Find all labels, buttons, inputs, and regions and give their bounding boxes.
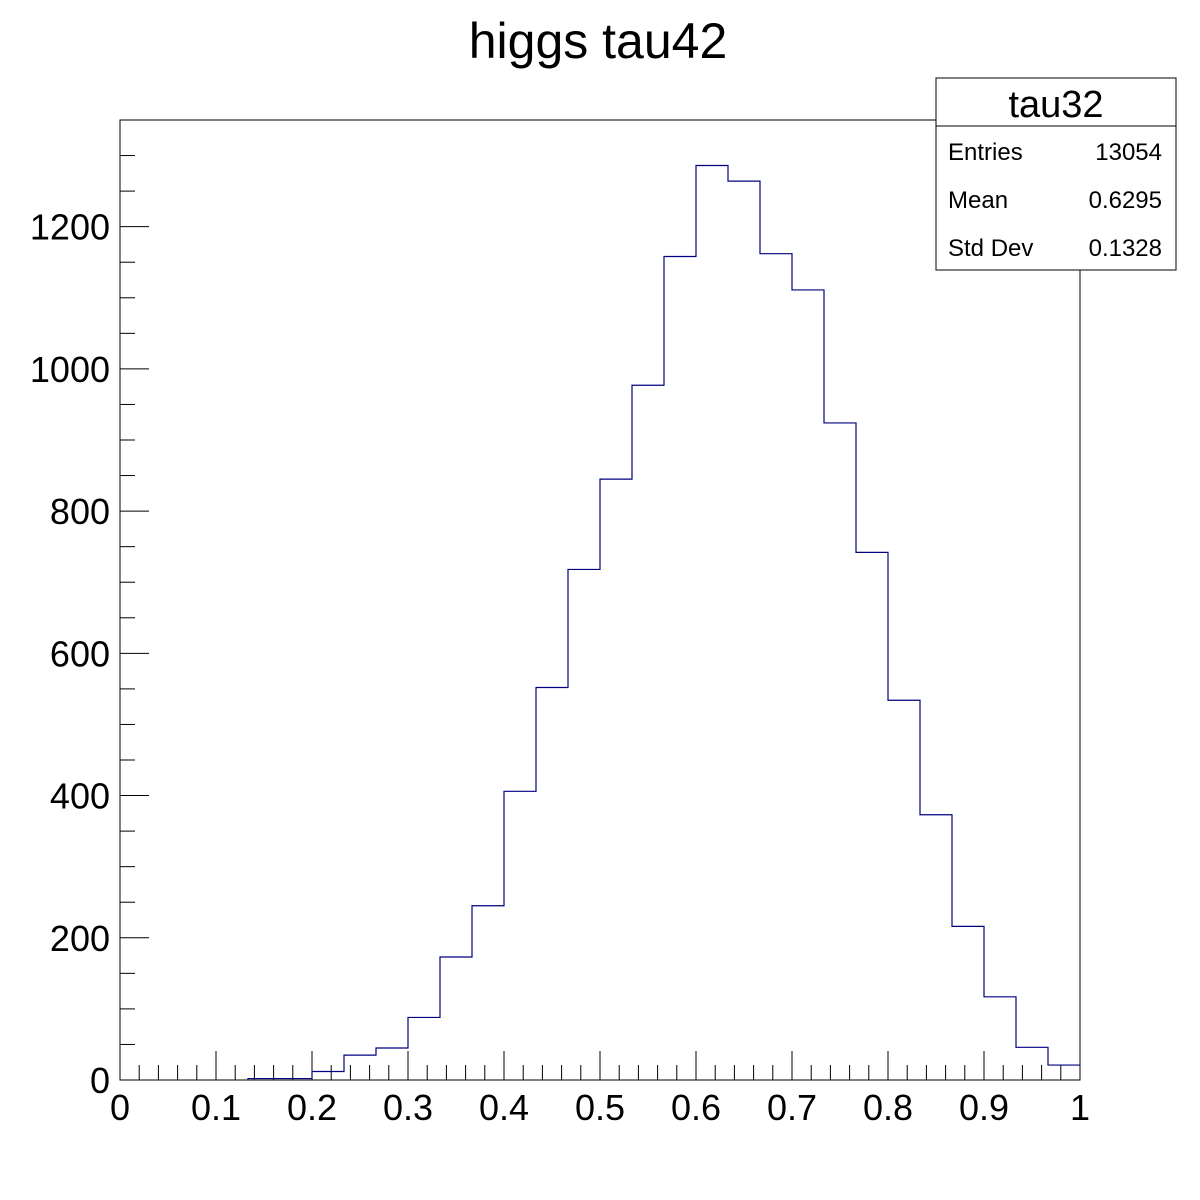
x-tick-label: 0.1 (191, 1087, 241, 1128)
y-axis: 0 200 400 600 800 1000 1200 (30, 155, 149, 1101)
histogram-bin (824, 423, 856, 1080)
histogram-bin (920, 815, 952, 1080)
stats-box: tau32 Entries 13054 Mean 0.6295 Std Dev … (935, 77, 1177, 271)
histogram-bin (728, 181, 760, 1080)
histogram-bin (536, 687, 568, 1080)
histogram-bin (472, 906, 504, 1080)
x-tick-label: 0.2 (287, 1087, 337, 1128)
histogram-bin (312, 1071, 344, 1080)
y-tick-label: 800 (50, 491, 110, 532)
histogram-bin (664, 257, 696, 1080)
y-tick-label: 200 (50, 918, 110, 959)
histogram-bin (888, 700, 920, 1080)
histogram-bin (1048, 1065, 1080, 1080)
histogram-bin (568, 569, 600, 1080)
x-tick-label: 0.5 (575, 1087, 625, 1128)
histogram-bin (984, 997, 1016, 1080)
histogram-bin (376, 1048, 408, 1080)
x-tick-label: 0.9 (959, 1087, 1009, 1128)
histogram-bin (760, 254, 792, 1080)
histogram-bin (408, 1017, 440, 1080)
histogram-bin (632, 385, 664, 1080)
x-tick-label: 0 (110, 1087, 130, 1128)
histogram-outline (247, 164, 1080, 1080)
stats-stddev-value: 0.1328 (1089, 235, 1162, 262)
y-tick-label: 1000 (30, 349, 110, 390)
stats-entries-value: 13054 (1095, 139, 1162, 166)
y-tick-label: 400 (50, 776, 110, 817)
histogram-bin (344, 1055, 376, 1080)
stats-mean-label: Mean (948, 187, 1008, 214)
stats-box-frame (935, 77, 1177, 271)
x-axis: 0 0.1 0.2 0.3 0.4 0.5 0.6 0.7 0.8 0.9 1 (110, 1051, 1090, 1128)
x-tick-label: 1 (1070, 1087, 1090, 1128)
histogram-bin (440, 957, 472, 1080)
stats-stddev-label: Std Dev (948, 235, 1033, 262)
x-tick-label: 0.3 (383, 1087, 433, 1128)
chart-title: higgs tau42 (469, 13, 728, 69)
y-tick-label: 600 (50, 633, 110, 674)
histogram-bin (696, 166, 728, 1080)
histogram-bin (792, 290, 824, 1080)
x-tick-label: 0.7 (767, 1087, 817, 1128)
stats-entries-label: Entries (948, 139, 1023, 166)
histogram-bin (504, 791, 536, 1080)
histogram-bin (600, 479, 632, 1080)
stats-mean-value: 0.6295 (1089, 187, 1162, 214)
y-tick-label: 1200 (30, 207, 110, 248)
x-tick-label: 0.6 (671, 1087, 721, 1128)
x-tick-label: 0.4 (479, 1087, 529, 1128)
x-tick-label: 0.8 (863, 1087, 913, 1128)
histogram-bin (856, 552, 888, 1080)
stats-box-title: tau32 (1008, 84, 1103, 126)
histogram-bin (952, 926, 984, 1080)
histogram-bin (1016, 1047, 1048, 1080)
y-tick-label: 0 (90, 1060, 110, 1101)
